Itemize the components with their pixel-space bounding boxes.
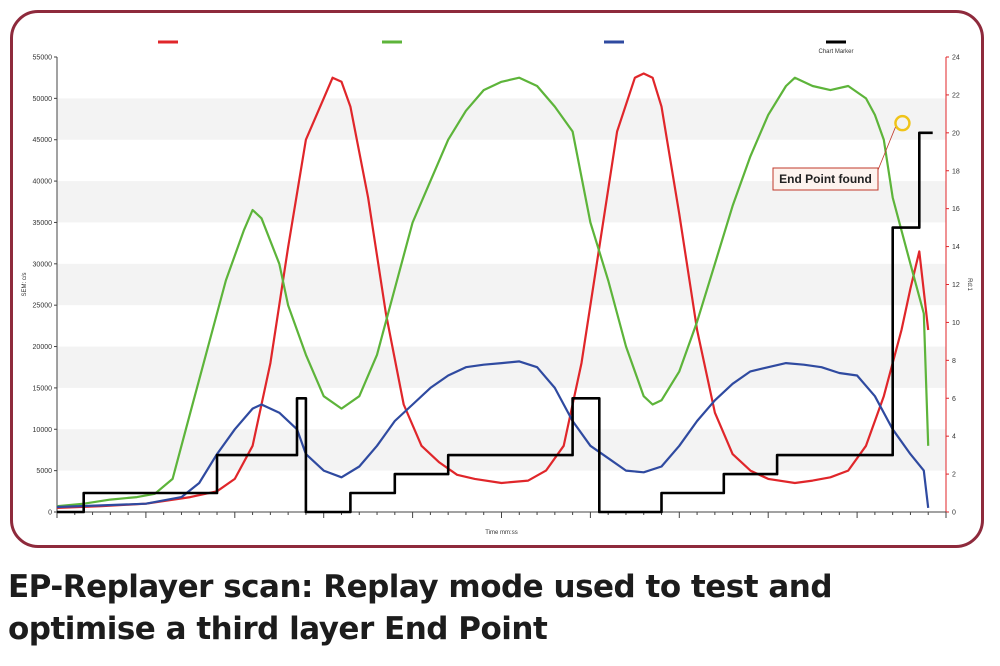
callout-leader bbox=[877, 127, 896, 171]
y-axis-label-right: Rd:1 bbox=[966, 278, 972, 291]
right-tick-label: 4 bbox=[952, 434, 956, 441]
right-tick-label: 24 bbox=[952, 55, 960, 62]
right-tick-label: 6 bbox=[952, 396, 956, 403]
end-point-marker bbox=[894, 114, 911, 132]
red-series-line bbox=[56, 72, 930, 509]
legend-label: Chart Marker bbox=[818, 49, 853, 55]
chart-marker-line bbox=[57, 131, 933, 514]
right-tick-label: 18 bbox=[952, 168, 960, 175]
right-tick-label: 16 bbox=[952, 206, 960, 213]
right-tick-label: 0 bbox=[952, 510, 956, 517]
y-axis-label-left: SEM: c/s bbox=[22, 272, 28, 296]
right-tick-label: 8 bbox=[952, 358, 956, 365]
blue-series-line bbox=[56, 360, 930, 509]
callout-box bbox=[772, 167, 879, 191]
left-tick-label: 20000 bbox=[33, 344, 53, 351]
left-tick-label: 25000 bbox=[33, 303, 53, 310]
left-tick-label: 0 bbox=[48, 510, 52, 517]
left-tick-label: 55000 bbox=[33, 55, 53, 62]
grid-band bbox=[57, 429, 946, 471]
right-tick-label: 2 bbox=[952, 472, 956, 479]
callout-text: End Point found bbox=[779, 172, 872, 186]
left-tick-label: 15000 bbox=[33, 385, 53, 392]
left-tick-label: 45000 bbox=[33, 137, 53, 144]
left-tick-label: 40000 bbox=[33, 179, 53, 186]
right-tick-label: 14 bbox=[952, 244, 960, 251]
x-axis-label: Time mm:ss bbox=[485, 530, 517, 536]
right-tick-label: 22 bbox=[952, 92, 960, 99]
right-tick-label: 12 bbox=[952, 282, 960, 289]
right-tick-label: 10 bbox=[952, 320, 960, 327]
grid-band bbox=[57, 263, 946, 306]
left-tick-label: 5000 bbox=[36, 468, 52, 475]
left-tick-label: 50000 bbox=[33, 96, 53, 103]
left-tick-label: 30000 bbox=[33, 261, 53, 268]
grid-band bbox=[57, 98, 946, 140]
right-tick-label: 20 bbox=[952, 130, 960, 137]
green-series-line bbox=[56, 76, 930, 508]
line-chart: 0 5000 10000 15000 20000 25000 30000 35000 40000… bbox=[22, 40, 972, 536]
left-tick-label: 35000 bbox=[33, 220, 53, 227]
left-tick-label: 10000 bbox=[33, 427, 53, 434]
grid-band bbox=[57, 346, 946, 388]
figure-caption: EP-Replayer scan: Replay mode used to te… bbox=[8, 569, 833, 647]
